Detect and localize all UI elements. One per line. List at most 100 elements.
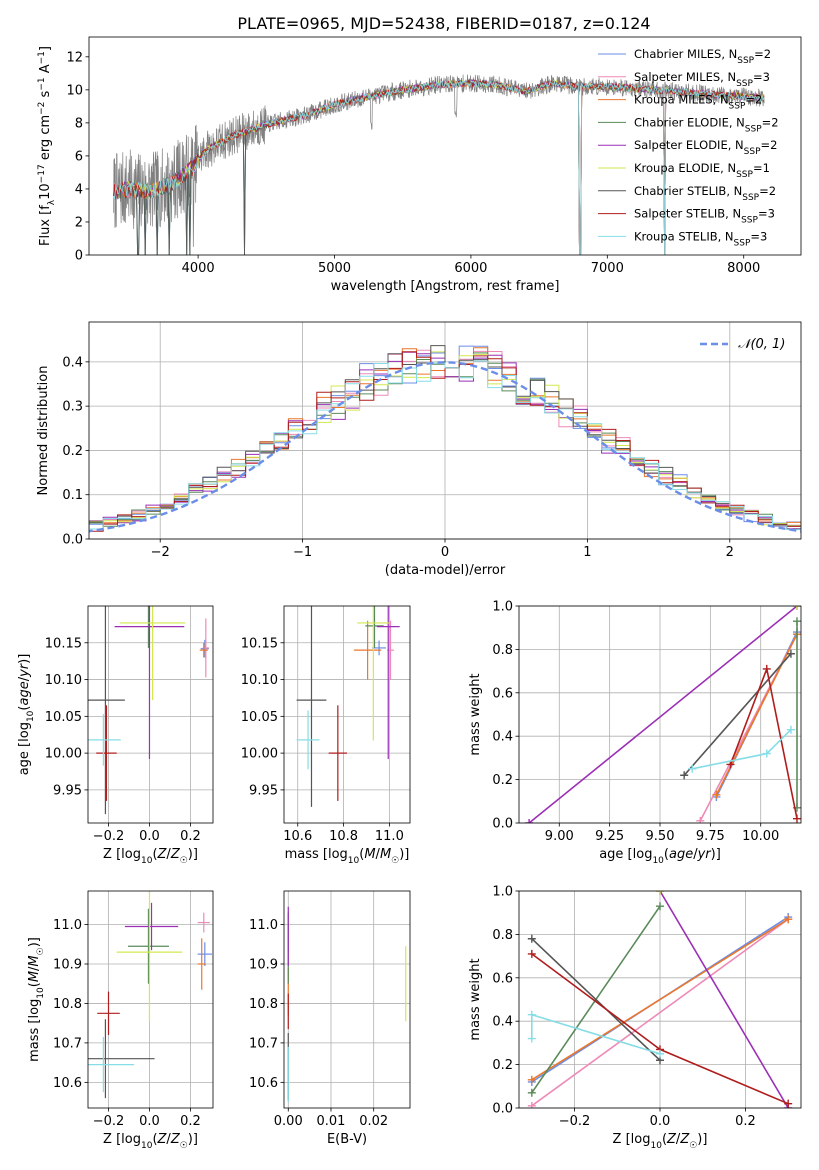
age_vs_mass-ytick-label: 9.95 <box>249 783 278 798</box>
age_vs_mass-ytick-label: 10.15 <box>241 636 278 651</box>
age-vs-mass-panel: 10.6 10.8 11.0 9.95 10.00 10.05 10.10 10.15 mass… <box>241 605 411 866</box>
age_vs_mass-xlabel: mass [log10(M/M☉)] <box>285 847 410 866</box>
residuals-ylabel-part: Normed distribution <box>36 366 51 496</box>
mass_vs_ebv-xtick-label: 0.01 <box>317 1114 346 1129</box>
age_vs_mass-xtick-label: 10.8 <box>329 829 358 844</box>
spectrum-ylabel-part: s <box>38 90 53 101</box>
legend-entry-label-part: Kroupa MILES, N <box>634 93 729 107</box>
mass_vs_Z-ylabel: mass [log10(M/M☉)] <box>27 937 46 1062</box>
age_vs_mass-xlabel-part: )] <box>399 847 409 862</box>
mass_vs_Z-ylabel-part: M <box>27 971 42 982</box>
spectrum-panel: 4000 5000 6000 7000 8000 0 2 4 6 8 10 12 Chabrier MI… <box>37 36 802 294</box>
weight_vs_age-grid <box>519 605 801 824</box>
residuals-ylabel: Normed distribution <box>36 366 51 496</box>
weight_vs_age-ytick-label: 1.0 <box>492 600 513 615</box>
age_vs_mass-grid <box>284 606 410 823</box>
mass-weight-line <box>683 653 792 776</box>
weight_vs_age-ytick-label: 0.8 <box>492 643 513 658</box>
mass_vs_Z-ytick-label: 10.7 <box>53 1036 82 1051</box>
legend-entry-label-part: =2 <box>762 115 779 129</box>
weight_vs_Z-ytick-label: 0.6 <box>492 971 513 986</box>
weight_vs_age-xlabel-part: 10 <box>652 856 664 866</box>
residuals-axes: −2 −1 0 1 2 0.0 0.1 0.2 0.3 0.4 <box>62 321 802 560</box>
age_vs_Z-xlabel-part: Z <box>157 847 168 862</box>
age_vs_Z-xlabel-part: Z <box>170 847 181 862</box>
model-spectrum-line <box>113 79 765 255</box>
spectrum-ytick-label: 8 <box>75 116 83 131</box>
mass_vs_ebv-xlabel: E(B-V) <box>327 1132 367 1147</box>
mass-weight-marker <box>656 891 664 895</box>
age_vs_Z-xtick-label: 0.2 <box>180 829 201 844</box>
legend-entry-label: Salpeter STELIB, NSSP=3 <box>634 207 775 226</box>
weight_vs_Z-ytick-label: 0.2 <box>492 1058 513 1073</box>
spectrum-xtick-label: 7000 <box>591 261 624 276</box>
weight_vs_age-ytick-label: 0.2 <box>492 773 513 788</box>
mass_vs_Z-xlabel-part: )] <box>188 1132 198 1147</box>
weight_vs_Z-xlabel-part: / <box>676 1132 681 1147</box>
legend-entry-label: Chabrier MILES, NSSP=2 <box>634 47 771 66</box>
mass-weight-line <box>531 918 789 1107</box>
mass_vs_ebv-ytick-label: 10.7 <box>249 1036 278 1051</box>
residuals-xtick-label: 0 <box>441 545 449 560</box>
mass-vs-metallicity-panel: −0.2 0.0 0.210.610.710.810.911.0Z [log10(Z… <box>27 890 214 1151</box>
mass_vs_Z-grid <box>88 891 213 1108</box>
mass_vs_ebv-xtick-label: 0.02 <box>359 1114 388 1129</box>
weight_vs_Z-axes: −0.2 0.0 0.2 0.0 0.2 0.4 0.6 0.8 1.0 <box>492 885 802 1129</box>
weight_vs_age-xtick-label: 9.25 <box>595 829 624 844</box>
legend-entry-label-part: SSP <box>729 102 746 112</box>
residuals-ytick-label: 0.0 <box>62 533 83 548</box>
mass_vs_Z-ytick-label: 10.6 <box>53 1076 82 1091</box>
mass_vs_ebv-ytick-label: 10.6 <box>249 1076 278 1091</box>
legend-entry-label-part: SSP <box>736 79 753 89</box>
residuals-xtick-label: 2 <box>726 545 734 560</box>
age_vs_Z-xtick-label: −0.2 <box>93 829 125 844</box>
residuals-ytick-label: 0.2 <box>62 444 83 459</box>
mass_vs_ebv-xlabel-part: E(B-V) <box>327 1132 367 1147</box>
mass-weight-marker <box>786 649 795 658</box>
weight_vs_Z-xlabel-part: Z [log <box>613 1132 651 1147</box>
weight_vs_Z-ytick-label: 1.0 <box>492 885 513 900</box>
mass_vs_Z-xlabel-part: ( <box>152 1132 157 1147</box>
age_vs_Z-xlabel-part: Z [log <box>103 847 141 862</box>
weight-vs-metallicity-panel: −0.2 0.0 0.20.00.20.40.60.81.0Z [log10(Z/Z… <box>468 885 802 1151</box>
legend-entry-label-part: Chabrier ELODIE, N <box>634 115 745 129</box>
weight_vs_age-ylabel: mass weight <box>468 673 483 755</box>
weight_vs_age-xtick-label: 10.00 <box>742 829 779 844</box>
residuals-ytick-label: 0.1 <box>62 488 83 503</box>
spectrum-xtick-label: 4000 <box>182 261 215 276</box>
legend-entry-label-part: =2 <box>759 184 776 198</box>
mass_vs_Z-ylabel-part: )] <box>27 937 42 947</box>
weight_vs_Z-xlabel-part: Z <box>666 1132 677 1147</box>
weight_vs_age-xlabel: age [log10(age/yr)] <box>599 847 721 866</box>
weight_vs_age-ylabel-part: mass weight <box>468 673 483 755</box>
legend-entry-label-part: =3 <box>758 207 775 221</box>
mass_vs_Z-ytick-label: 10.9 <box>53 957 82 972</box>
legend-entry-label: 𝒩(0, 1) <box>738 337 785 352</box>
weight_vs_Z-xlabel-part: )] <box>697 1132 707 1147</box>
legend-entry-label-part: Salpeter MILES, N <box>634 70 736 84</box>
spectrum-ylabel-part: −1 <box>37 51 47 64</box>
mass_vs_ebv-ytick-label: 10.8 <box>249 997 278 1012</box>
age_vs_Z-plot-area <box>88 606 209 815</box>
age_vs_Z-ytick-label: 10.15 <box>45 636 82 651</box>
mass_vs_Z-ylabel-part: M <box>27 955 42 966</box>
spectrum-axes: 4000 5000 6000 7000 8000 0 2 4 6 8 10 12 <box>66 36 802 276</box>
age_vs_Z-ytick-label: 10.05 <box>45 710 82 725</box>
spectrum-ytick-label: 4 <box>75 182 83 197</box>
mass-weight-marker <box>527 949 536 958</box>
age_vs_mass-xlabel-part: M <box>380 847 391 862</box>
legend-entry-label-part: SSP <box>744 147 761 157</box>
legend-entry-label: Salpeter ELODIE, NSSP=2 <box>634 138 777 157</box>
age_vs_mass-xlabel-part: M <box>364 847 375 862</box>
mass-weight-marker <box>792 617 801 626</box>
legend-entry-label-part: =2 <box>754 47 771 61</box>
age_vs_Z-axes: −0.2 0.0 0.2 9.95 10.00 10.05 10.10 10.15 <box>45 605 214 844</box>
legend-entry-label-part: Salpeter STELIB, N <box>634 207 741 221</box>
age_vs_Z-ylabel-part: yr <box>17 662 32 678</box>
mass-weight-marker <box>792 606 801 610</box>
legend-entry-label-part: =1 <box>753 161 770 175</box>
legend-entry-label-part: SSP <box>736 170 753 180</box>
spectrum-xtick-label: 5000 <box>318 261 351 276</box>
mass_vs_Z-xtick-label: −0.2 <box>93 1114 125 1129</box>
legend-entry-label-part: Chabrier MILES, N <box>634 47 737 61</box>
